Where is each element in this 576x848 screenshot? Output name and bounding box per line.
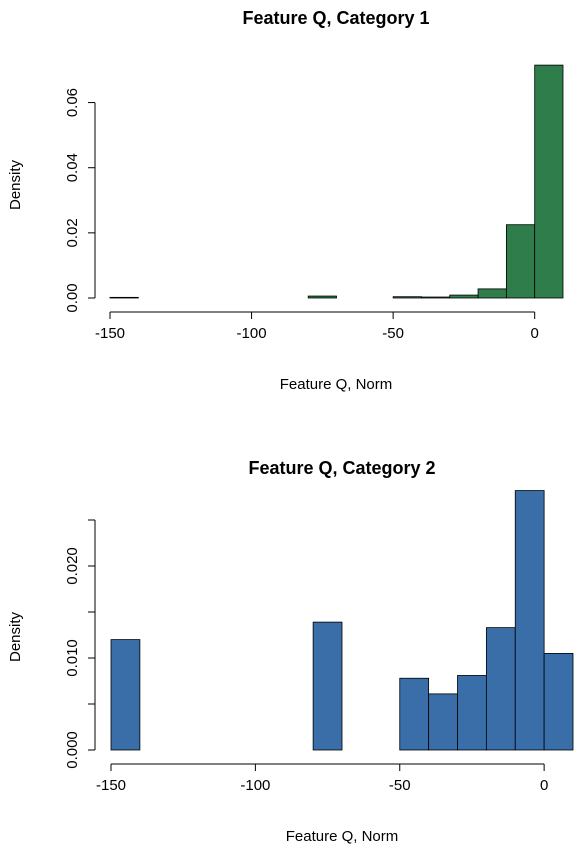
histogram-bar bbox=[534, 64, 564, 299]
y-axis-label: Density bbox=[7, 611, 24, 662]
x-tick-label: -150 bbox=[96, 777, 126, 794]
histogram-bar bbox=[543, 653, 574, 751]
y-tick-label: 0.020 bbox=[64, 547, 81, 585]
histogram-bar bbox=[477, 288, 507, 299]
x-tick-label: 0 bbox=[540, 777, 548, 794]
x-tick-label: 0 bbox=[531, 325, 539, 342]
chart-title: Feature Q, Category 2 bbox=[248, 458, 435, 478]
x-tick-label: -100 bbox=[237, 325, 267, 342]
x-tick-label: -50 bbox=[382, 325, 404, 342]
y-tick-label: 0.04 bbox=[64, 153, 81, 182]
histogram-bar bbox=[514, 490, 545, 751]
y-tick-label: 0.000 bbox=[64, 731, 81, 769]
histogram-bar bbox=[428, 693, 458, 751]
x-tick-label: -50 bbox=[389, 777, 411, 794]
x-tick-label: -150 bbox=[95, 325, 125, 342]
histogram-bar bbox=[109, 296, 139, 299]
histogram-bar bbox=[307, 295, 337, 299]
histogram-bar bbox=[392, 296, 422, 299]
x-tick-label: -100 bbox=[240, 777, 270, 794]
histogram-bar bbox=[449, 294, 479, 299]
y-tick-label: 0.06 bbox=[64, 88, 81, 117]
x-axis-label: Feature Q, Norm bbox=[286, 828, 399, 845]
histogram-bar bbox=[505, 224, 536, 299]
x-axis-label: Feature Q, Norm bbox=[280, 376, 393, 393]
histogram-bar bbox=[399, 677, 430, 751]
y-axis-label: Density bbox=[7, 159, 24, 210]
histogram-bar bbox=[312, 621, 343, 751]
y-tick-label: 0.02 bbox=[64, 218, 81, 247]
histogram-bar bbox=[485, 627, 516, 751]
y-tick-label: 0.00 bbox=[64, 283, 81, 312]
chart-title: Feature Q, Category 1 bbox=[242, 8, 429, 28]
histogram-bar bbox=[110, 639, 141, 751]
histogram-panel-category-2: Feature Q, Category 2 Density Feature Q,… bbox=[7, 458, 574, 845]
histogram-panel-category-1: Feature Q, Category 1 Density Feature Q,… bbox=[7, 8, 564, 393]
histogram-bar bbox=[421, 296, 451, 299]
histogram-bar bbox=[457, 675, 487, 751]
y-tick-label: 0.010 bbox=[64, 639, 81, 677]
